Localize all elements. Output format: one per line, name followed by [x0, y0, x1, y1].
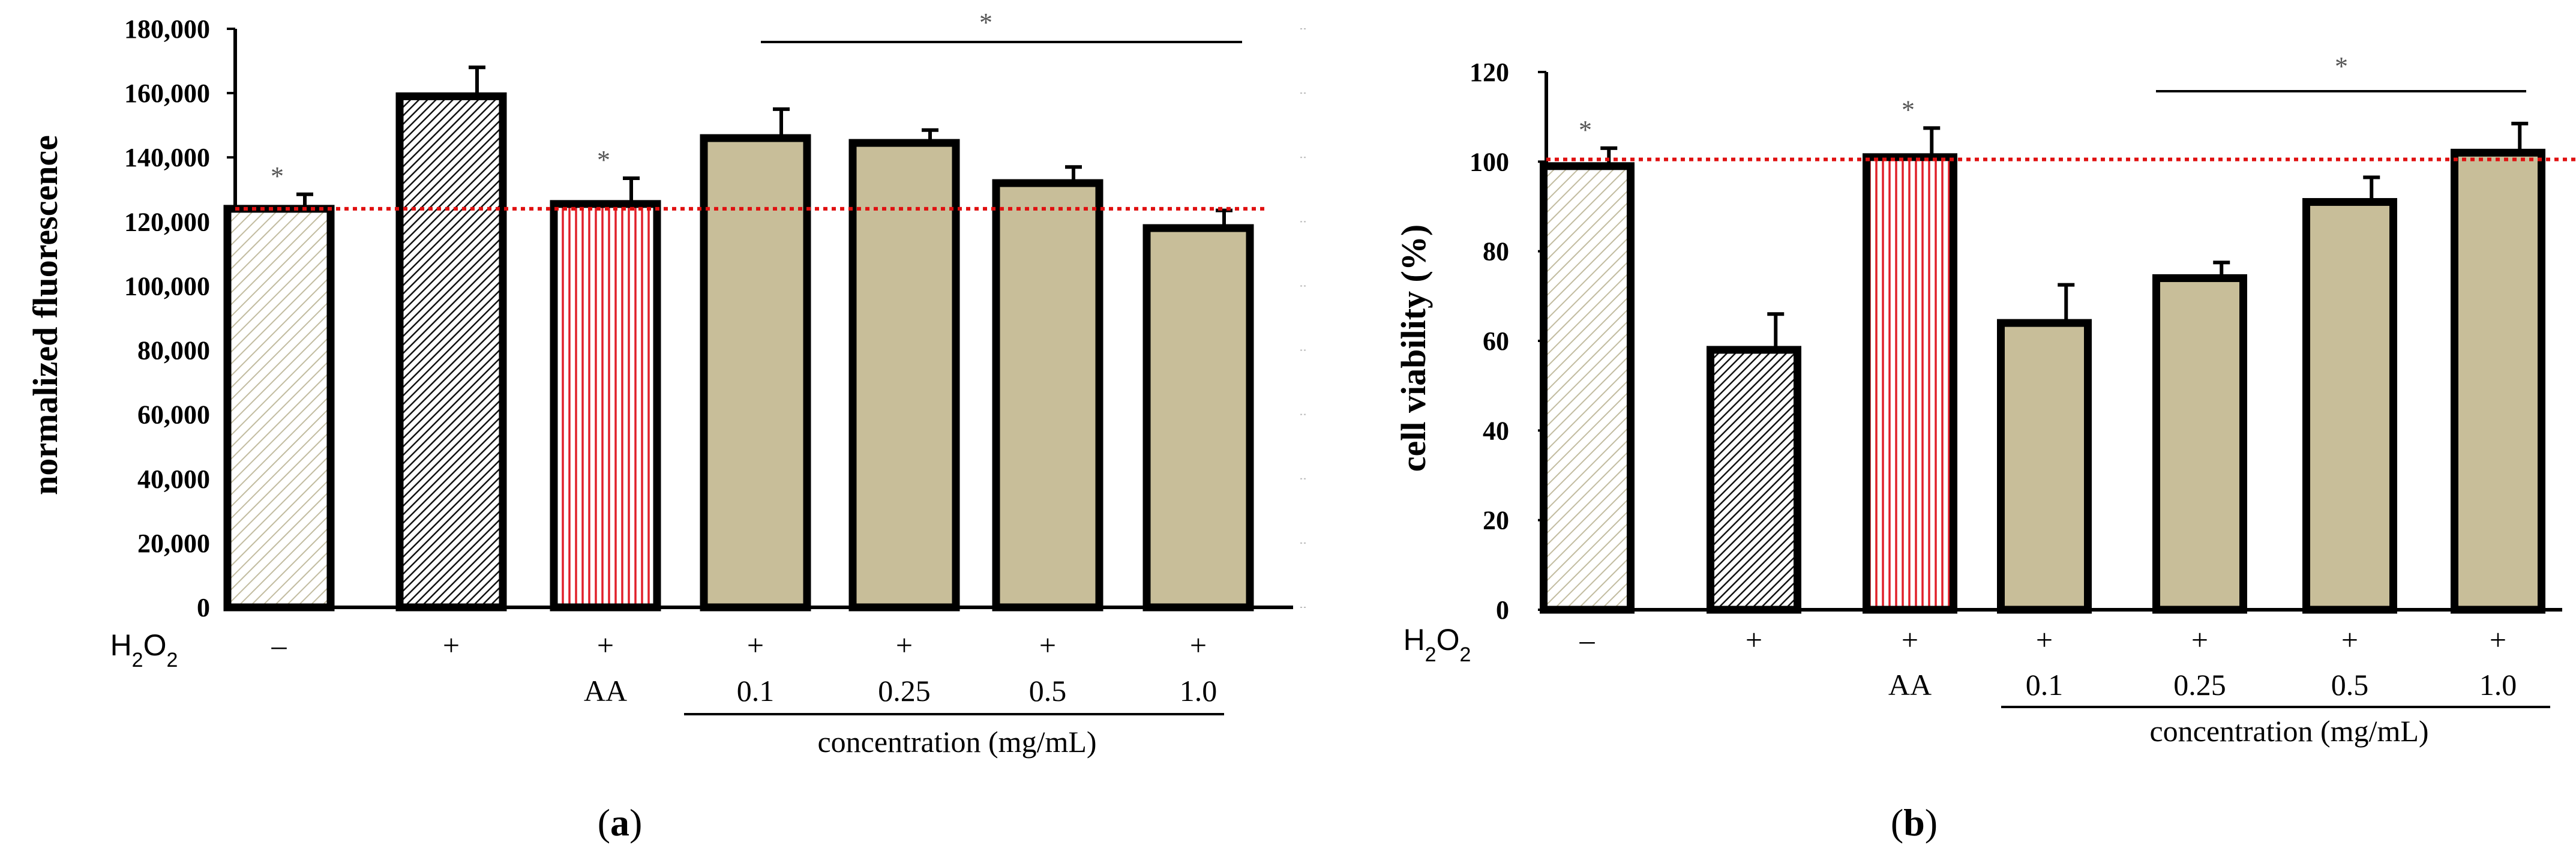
bar — [2152, 274, 2247, 614]
concentration-group-label: concentration (mg/mL) — [2149, 714, 2428, 748]
y-tick-label: 60 — [1483, 326, 1509, 356]
bar-group: + — [395, 65, 507, 662]
h2o2-sign-label: + — [1039, 628, 1056, 662]
bar — [1997, 319, 2092, 614]
h2o2-sign-label: + — [747, 628, 764, 662]
y-tick-label: 140,000 — [124, 143, 210, 172]
h2o2-sign-label: + — [2191, 623, 2208, 657]
bar — [1863, 153, 1957, 614]
h2o2-sign-label: + — [1190, 628, 1207, 662]
bar-group: +0.1 — [700, 107, 811, 708]
concentration-group-label: concentration (mg/mL) — [817, 725, 1096, 759]
bar-group: * + AA — [1863, 95, 1957, 702]
y-tick-label: 80 — [1483, 237, 1509, 266]
y-tick-label: 120,000 — [124, 207, 210, 236]
h2o2-sign-label: + — [2490, 623, 2506, 657]
condition-sub-label: 1.0 — [1180, 674, 1217, 708]
bar — [2302, 198, 2397, 614]
h2o2-sign-label: + — [597, 628, 614, 662]
bar-group: +0.25 — [848, 128, 960, 708]
bar-group: +1.0 — [2451, 121, 2545, 702]
condition-sub-label: 0.1 — [737, 674, 775, 708]
h2o2-sign-label: + — [2036, 623, 2053, 657]
significance-star: * — [1902, 95, 1915, 124]
bar — [223, 205, 335, 612]
y-tick-label: 100,000 — [124, 271, 210, 301]
y-tick-label: 0 — [197, 593, 210, 622]
bar-group: +0.5 — [992, 165, 1103, 708]
condition-sub-label: AA — [1888, 668, 1932, 702]
y-tick-label: 180,000 — [124, 14, 210, 44]
y-tick-label: 100 — [1470, 147, 1509, 176]
bracket-star: * — [979, 8, 992, 37]
significance-star: * — [1579, 115, 1592, 145]
bar-group: +1.0 — [1142, 208, 1254, 708]
y-tick-label: 40 — [1483, 416, 1509, 445]
h2o2-sign-label: + — [896, 628, 913, 662]
condition-sub-label: 0.25 — [878, 674, 931, 708]
bar — [700, 134, 811, 612]
h2o2-sign-label: + — [1902, 623, 1918, 657]
bar-group: + — [1707, 312, 1801, 657]
condition-sub-label: AA — [584, 674, 627, 708]
condition-sub-label: 0.5 — [1029, 674, 1067, 708]
y-tick-label: 160,000 — [124, 79, 210, 108]
bar — [848, 139, 960, 612]
chart-panel-a: 0 20,000 40,000 60,000 80,000 100,000 120,000 1… — [26, 8, 1308, 844]
condition-sub-label: 0.25 — [2173, 668, 2226, 702]
h2o2-sign-label: – — [271, 628, 287, 662]
panel-label: (b) — [1891, 801, 1938, 844]
bar-group: *– — [223, 161, 335, 662]
h2o2-sign-label: + — [2341, 623, 2358, 657]
h2o2-row-label: H2O2 — [110, 628, 178, 672]
bar — [1540, 162, 1635, 614]
panel-label: (a) — [598, 801, 643, 844]
bar-group: *– — [1540, 115, 1635, 657]
y-axis-label: cell viability (%) — [1394, 224, 1433, 472]
y-tick-label: 40,000 — [137, 465, 210, 494]
bar — [550, 200, 661, 612]
h2o2-sign-label: + — [1746, 623, 1762, 657]
condition-sub-label: 0.1 — [2026, 668, 2064, 702]
bar — [1707, 346, 1801, 614]
y-tick-label: 0 — [1496, 595, 1509, 625]
bar — [1142, 224, 1254, 612]
h2o2-sign-label: + — [443, 628, 460, 662]
y-tick-label: 80,000 — [137, 336, 210, 365]
bar-group: * + AA — [550, 145, 661, 708]
bar — [992, 179, 1103, 612]
significance-star: * — [597, 145, 610, 175]
condition-sub-label: 0.5 — [2331, 668, 2369, 702]
y-tick-label: 20 — [1483, 506, 1509, 535]
bar-group: +0.25 — [2152, 260, 2247, 702]
bar-group: +0.1 — [1997, 283, 2092, 702]
y-tick-label: 20,000 — [137, 529, 210, 558]
bar — [2451, 148, 2545, 614]
bar — [395, 92, 507, 612]
y-axis-label: normalized fluorescence — [26, 135, 65, 495]
bracket-star: * — [2335, 52, 2348, 81]
significance-star: * — [271, 161, 284, 191]
bar-group: +0.5 — [2302, 175, 2397, 702]
y-tick-label: 60,000 — [137, 400, 210, 430]
condition-sub-label: 1.0 — [2479, 668, 2517, 702]
h2o2-row-label: H2O2 — [1404, 623, 1471, 666]
y-tick-label: 120 — [1470, 58, 1509, 87]
h2o2-sign-label: – — [1579, 623, 1596, 657]
